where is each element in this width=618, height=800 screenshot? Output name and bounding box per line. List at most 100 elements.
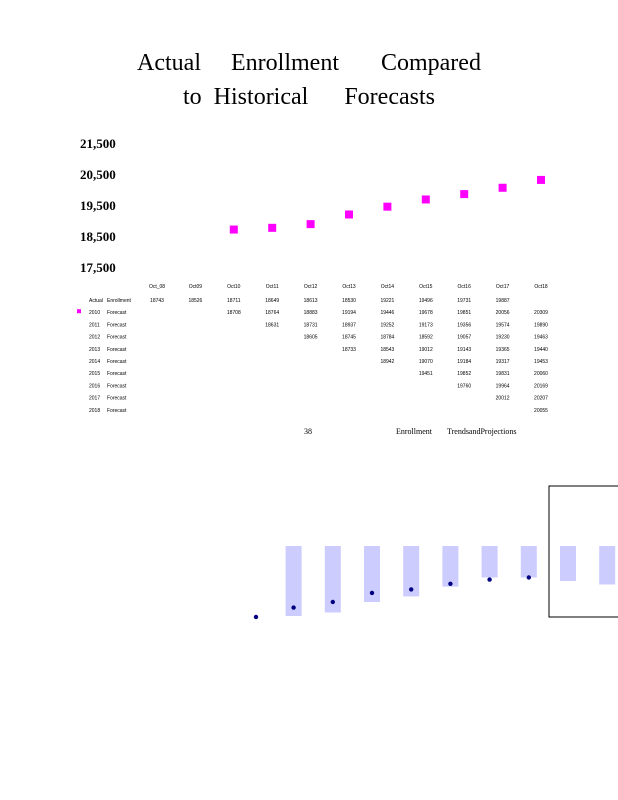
table-cell: 19194	[342, 310, 356, 316]
row-label-year: 2010	[89, 310, 100, 316]
table-cell: 19760	[457, 383, 471, 389]
table-cell: 19440	[534, 347, 548, 353]
x-category-label: Oct09	[189, 284, 203, 290]
row-label-year: 2016	[89, 383, 100, 389]
x-category-label: Oct18	[534, 284, 548, 290]
table-cell: 20309	[534, 310, 548, 316]
table-cell: 18526	[188, 298, 202, 304]
table-row: 2011 Forecast 18631 18731 18937 19252 19173 193…	[89, 322, 548, 328]
forecast-2010-point	[268, 223, 277, 232]
row-label-kind: Forecast	[107, 310, 127, 316]
table-row: 2017 Forecast 20012 20207	[89, 396, 548, 402]
table-cell: 19252	[380, 322, 394, 328]
lower-dot	[330, 599, 335, 605]
table-cell: 19365	[496, 347, 510, 353]
x-category-label: Oct15	[419, 284, 433, 290]
legend-marker	[77, 309, 81, 314]
row-label-kind: Forecast	[107, 347, 127, 353]
row-label-kind: Forecast	[107, 322, 127, 328]
lower-dot	[526, 575, 531, 580]
row-label-kind: Forecast	[107, 371, 127, 377]
y-tick-label: 21,500	[80, 136, 116, 151]
table-cell: 18711	[227, 298, 241, 304]
table-cell: 19678	[419, 310, 433, 316]
table-row: Actual Enrollment 18743 18526 18711 18649 1861…	[89, 298, 510, 304]
y-tick-label: 17,500	[80, 260, 116, 275]
forecast-2010-point	[421, 195, 430, 204]
table-cell: 20169	[534, 383, 548, 389]
x-category-label: Oct11	[266, 284, 279, 290]
row-label-kind: Forecast	[107, 408, 127, 414]
table-cell: 18543	[380, 347, 394, 353]
lower-bar	[599, 546, 616, 585]
row-label-kind: Enrollment	[107, 298, 132, 304]
table-cell: 19964	[496, 383, 510, 389]
table-cell: 18745	[342, 335, 356, 341]
forecast-2010-point	[345, 210, 353, 219]
table-cell: 19446	[380, 310, 394, 316]
lower-bar	[403, 546, 420, 597]
table-row: 2018 Forecast 20055	[89, 408, 548, 414]
lower-bar	[520, 546, 537, 578]
table-row: 2014 Forecast 18942 19070 19184 19317 19453	[89, 359, 548, 365]
table-cell: 18592	[419, 335, 433, 341]
lower-bar	[442, 546, 459, 587]
page-number: 38	[304, 427, 312, 436]
table-cell: 18530	[342, 298, 356, 304]
table-cell: 18942	[380, 359, 394, 365]
table-cell: 19574	[496, 322, 510, 328]
table-cell: 19057	[457, 335, 471, 341]
row-label-kind: Forecast	[107, 359, 127, 365]
x-category-label: Oct10	[227, 284, 241, 290]
table-cell: 18631	[265, 322, 279, 328]
table-cell: 19451	[419, 371, 433, 377]
row-label-year: 2012	[89, 335, 100, 341]
table-cell: 18784	[380, 335, 394, 341]
y-tick-label: 18,500	[80, 229, 116, 244]
forecast-2010-point	[460, 190, 469, 199]
forecast-2010-point	[383, 202, 392, 211]
lower-chart-frame	[548, 485, 618, 618]
table-cell: 19463	[534, 335, 548, 341]
row-label-kind: Forecast	[107, 396, 127, 402]
table-cell: 18764	[265, 310, 279, 316]
table-cell: 20055	[534, 408, 548, 414]
x-category-label: Oct_08	[149, 284, 165, 290]
lower-bar	[364, 546, 380, 602]
table-row: 2010 Forecast 18708 18764 18883 19194 19446 196…	[77, 309, 548, 316]
table-cell: 19184	[457, 359, 471, 365]
chart-title-line-2: to Historical Forecasts	[183, 84, 435, 110]
table-cell: 19831	[496, 371, 510, 377]
table-cell: 19012	[419, 347, 433, 353]
lower-dot	[409, 587, 414, 592]
table-cell: 19496	[419, 298, 433, 304]
table-cell: 19070	[419, 359, 433, 365]
row-label-year: 2017	[89, 396, 100, 402]
table-cell: 18613	[304, 298, 318, 304]
table-row: 2016 Forecast 19760 19964 20169	[89, 383, 548, 389]
lower-bar	[481, 546, 498, 578]
footer-label-enrollment: Enrollment	[396, 427, 433, 436]
x-category-label: Oct17	[496, 284, 510, 290]
table-cell: 19230	[496, 335, 510, 341]
row-label-year: 2011	[89, 322, 100, 328]
lower-bar	[285, 546, 302, 616]
row-label-year: 2018	[89, 408, 100, 414]
y-tick-label: 20,500	[80, 167, 116, 182]
y-tick-label: 19,500	[80, 198, 116, 213]
x-category-label: Oct14	[381, 284, 395, 290]
table-cell: 18743	[150, 298, 164, 304]
lower-dot	[448, 581, 453, 586]
table-cell: 18733	[342, 347, 356, 353]
lower-bar	[324, 546, 341, 613]
chart-title-line-1: Actual Enrollment Compared	[137, 50, 481, 76]
row-label-year: Actual	[89, 298, 103, 304]
table-row: 2012 Forecast 18605 18745 18784 18592 19057 192…	[89, 335, 548, 341]
row-label-year: 2014	[89, 359, 100, 365]
lower-dot	[253, 614, 259, 620]
lower-dot	[291, 605, 296, 610]
row-label-kind: Forecast	[107, 383, 127, 389]
table-cell: 19851	[457, 310, 471, 316]
table-cell: 19731	[457, 298, 471, 304]
